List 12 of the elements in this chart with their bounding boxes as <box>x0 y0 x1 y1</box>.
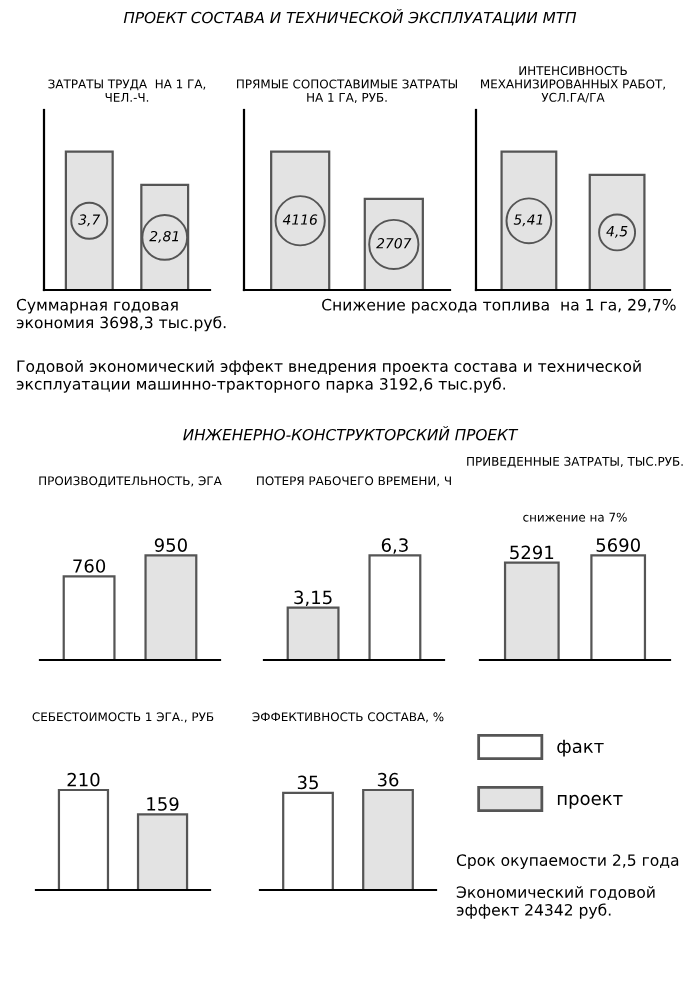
data-label: 35 <box>297 775 318 790</box>
data-label: 159 <box>147 797 179 811</box>
data-label: 36 <box>377 772 399 787</box>
data-label: 5690 <box>596 538 640 552</box>
data-label: 760 <box>73 559 106 573</box>
data-label: 5291 <box>510 545 554 560</box>
data-label: 950 <box>154 538 187 552</box>
data-label: 210 <box>67 772 100 787</box>
legend-label: проект <box>557 794 623 809</box>
data-label: 6,3 <box>381 538 408 554</box>
legend-label: факт <box>557 739 604 757</box>
data-label: 3,15 <box>294 590 332 607</box>
